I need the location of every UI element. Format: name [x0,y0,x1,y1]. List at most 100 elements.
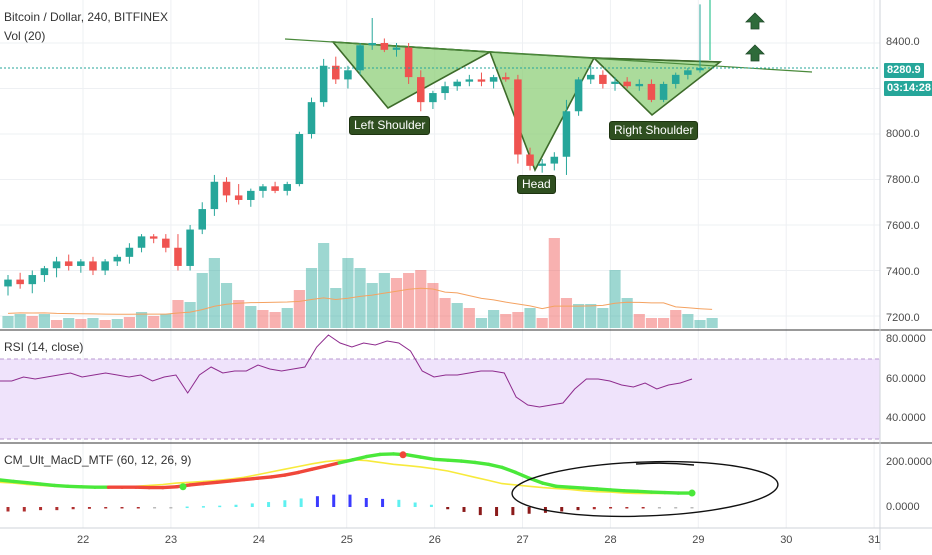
macd-histogram-bar [283,500,286,507]
candle-body[interactable] [429,93,437,102]
volume-bar [452,303,463,328]
candle-body[interactable] [368,43,376,45]
candle-body[interactable] [490,77,498,82]
candle-body[interactable] [563,111,571,157]
candle-body[interactable] [223,182,231,196]
macd-histogram-bar [642,507,645,509]
rsi-band-fill [0,359,880,439]
volume-indicator-title[interactable]: Vol (20) [4,29,45,43]
candle-body[interactable] [502,77,510,79]
candle-body[interactable] [211,182,219,209]
candle-body[interactable] [575,79,583,111]
rsi-indicator-title[interactable]: RSI (14, close) [4,340,83,354]
candle-body[interactable] [538,164,546,166]
volume-bar [39,314,50,328]
macd-histogram-bar [251,503,254,507]
macd-histogram-bar [169,507,172,509]
candle-body[interactable] [53,261,61,268]
candle-body[interactable] [526,154,534,165]
volume-bar [391,278,402,328]
head-label[interactable]: Head [517,175,556,194]
candle-body[interactable] [623,82,631,87]
candle-body[interactable] [235,195,243,200]
volume-bar [682,314,693,328]
macd-histogram-bar [414,503,417,508]
left-shoulder-label[interactable]: Left Shoulder [349,116,430,135]
candle-body[interactable] [514,79,522,154]
macd-histogram-bar [365,498,368,507]
candle-body[interactable] [41,268,49,275]
candle-body[interactable] [283,184,291,191]
macd-histogram-bar [381,499,384,507]
volume-bar [573,304,584,328]
candle-body[interactable] [198,209,206,229]
candle-body[interactable] [636,84,644,86]
candle-body[interactable] [126,248,134,257]
candle-body[interactable] [186,230,194,266]
candle-body[interactable] [405,48,413,78]
macd-histogram-bar [674,507,677,509]
candle-body[interactable] [308,102,316,134]
macd-histogram-bar [300,498,303,507]
candle-body[interactable] [453,82,461,87]
candle-body[interactable] [29,275,37,284]
macd-histogram-bar [316,496,319,507]
macd-indicator-title[interactable]: CM_Ult_MacD_MTF (60, 12, 26, 9) [4,453,191,467]
rsi-tick: 80.0000 [886,333,926,345]
candle-body[interactable] [162,239,170,248]
candle-body[interactable] [259,186,267,191]
macd-histogram-bar [463,507,466,512]
candle-body[interactable] [417,77,425,102]
candle-body[interactable] [150,236,158,238]
candle-body[interactable] [393,48,401,50]
candle-body[interactable] [356,45,364,70]
right-shoulder-label[interactable]: Right Shoulder [609,121,698,140]
candle-body[interactable] [101,261,109,270]
candle-body[interactable] [381,43,389,50]
candle-body[interactable] [478,79,486,81]
macd-line-segment [434,459,448,460]
symbol-title[interactable]: Bitcoin / Dollar, 240, BITFINEX [4,10,168,24]
candle-body[interactable] [648,84,656,100]
candle-body[interactable] [138,236,146,247]
candle-body[interactable] [320,66,328,102]
macd-histogram-bar [7,507,10,512]
macd-histogram-bar [397,500,400,507]
rsi-tick: 40.0000 [886,412,926,424]
candle-body[interactable] [77,261,85,266]
macd-line-segment [54,485,68,486]
candle-body[interactable] [599,75,607,84]
volume-bar [51,320,62,328]
volume-bar [75,319,86,328]
candle-body[interactable] [441,86,449,93]
candle-body[interactable] [660,84,668,100]
candle-body[interactable] [113,257,121,262]
time-tick-label: 24 [253,534,265,546]
candle-body[interactable] [16,280,24,285]
volume-bar [2,316,13,328]
macd-histogram-bar [72,507,75,509]
candle-body[interactable] [65,261,73,266]
macd-line-segment [231,480,245,481]
candle-body[interactable] [344,70,352,79]
volume-bar [172,300,183,328]
candle-body[interactable] [174,248,182,266]
candle-body[interactable] [684,70,692,75]
candle-body[interactable] [672,75,680,84]
volume-bar [112,319,123,328]
candle-body[interactable] [247,191,255,200]
volume-bar [367,283,378,328]
volume-bar [670,310,681,328]
candle-body[interactable] [271,186,279,191]
candle-body[interactable] [466,79,474,81]
candle-body[interactable] [89,261,97,270]
price-tick: 7200.0 [886,312,920,324]
volume-bar [342,258,353,328]
candle-body[interactable] [296,134,304,184]
candle-body[interactable] [551,157,559,164]
candle-body[interactable] [611,82,619,84]
candle-body[interactable] [587,75,595,80]
candle-body[interactable] [4,280,12,287]
